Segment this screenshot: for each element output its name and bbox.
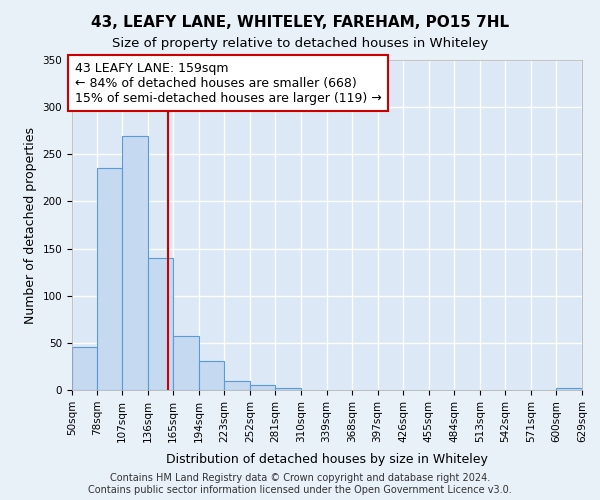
Bar — [224, 380, 250, 390]
Text: Contains HM Land Registry data © Crown copyright and database right 2024.
Contai: Contains HM Land Registry data © Crown c… — [88, 474, 512, 495]
Text: 43, LEAFY LANE, WHITELEY, FAREHAM, PO15 7HL: 43, LEAFY LANE, WHITELEY, FAREHAM, PO15 … — [91, 15, 509, 30]
Bar — [173, 336, 199, 390]
Bar — [122, 136, 148, 390]
Text: 43 LEAFY LANE: 159sqm
← 84% of detached houses are smaller (668)
15% of semi-det: 43 LEAFY LANE: 159sqm ← 84% of detached … — [74, 62, 382, 104]
Bar — [97, 168, 122, 390]
Bar — [199, 361, 224, 390]
Bar — [148, 258, 173, 390]
Bar — [250, 386, 275, 390]
Bar — [72, 346, 97, 390]
Bar — [275, 388, 301, 390]
Y-axis label: Number of detached properties: Number of detached properties — [24, 126, 37, 324]
Text: Size of property relative to detached houses in Whiteley: Size of property relative to detached ho… — [112, 38, 488, 51]
Bar — [556, 388, 582, 390]
X-axis label: Distribution of detached houses by size in Whiteley: Distribution of detached houses by size … — [166, 453, 488, 466]
